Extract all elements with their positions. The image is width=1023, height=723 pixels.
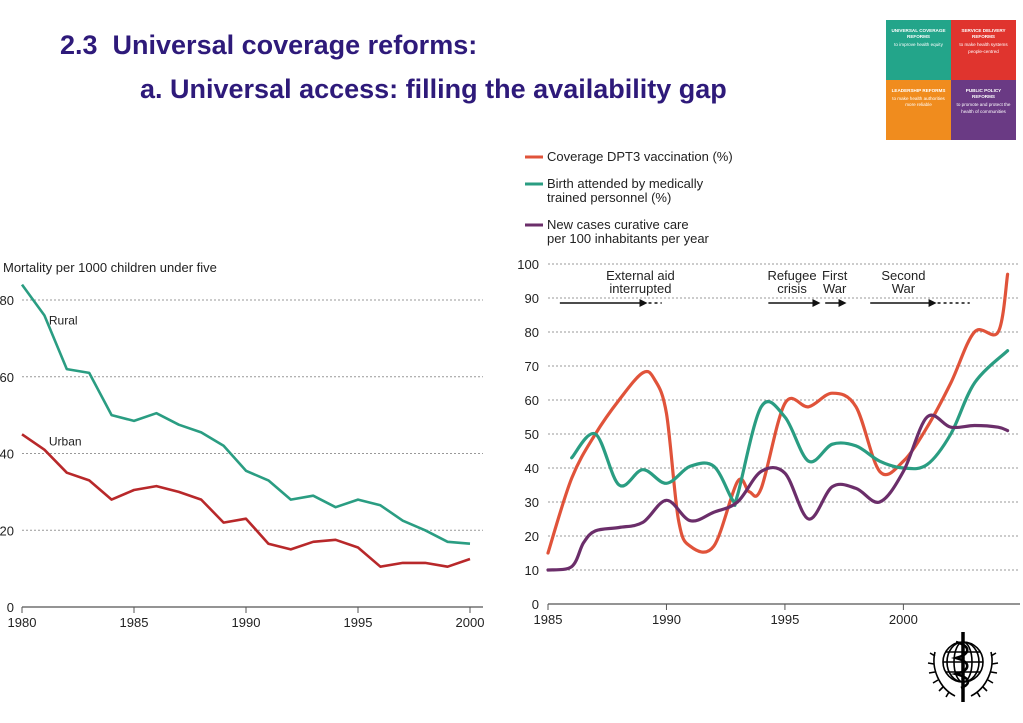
chart-title: Mortality per 1000 children under five bbox=[3, 260, 217, 275]
series-line-rural bbox=[20, 283, 471, 545]
x-tick-label: 1990 bbox=[232, 615, 261, 630]
x-tick-label: 1990 bbox=[652, 612, 681, 627]
annotation-arrow-head bbox=[838, 299, 847, 307]
dpt3-coverage-line bbox=[546, 272, 1010, 555]
legend-label: trained personnel (%) bbox=[547, 190, 671, 205]
annotation-arrow-head bbox=[812, 299, 821, 307]
logo-piece-caption: to improve health equity bbox=[894, 42, 943, 48]
y-tick-label: 80 bbox=[0, 293, 14, 308]
series-line-urban bbox=[21, 433, 471, 569]
x-tick-label: 2000 bbox=[889, 612, 918, 627]
x-tick-label: 1980 bbox=[8, 615, 37, 630]
curative-care-line bbox=[546, 413, 1010, 572]
y-tick-label: 30 bbox=[525, 495, 539, 510]
slide-title-line1: 2.3 Universal coverage reforms: bbox=[60, 30, 478, 60]
who-emblem-icon bbox=[927, 632, 999, 702]
y-tick-label: 70 bbox=[525, 359, 539, 374]
logo-piece-caption: to promote and protect the health of com… bbox=[956, 102, 1011, 114]
logo-piece-leadership: LEADERSHIP REFORMS to make health author… bbox=[886, 80, 951, 140]
y-tick-label: 50 bbox=[525, 427, 539, 442]
annotation-label: First bbox=[822, 268, 848, 283]
annotation-label: Refugee bbox=[767, 268, 816, 283]
logo-piece-universal-coverage: UNIVERSAL COVERAGE REFORMS to improve he… bbox=[886, 20, 951, 80]
y-tick-label: 40 bbox=[525, 461, 539, 476]
reform-puzzle-logo: UNIVERSAL COVERAGE REFORMS to improve he… bbox=[886, 20, 1017, 140]
y-tick-label: 0 bbox=[7, 600, 14, 615]
y-tick-label: 60 bbox=[0, 370, 14, 385]
y-tick-label: 100 bbox=[517, 257, 539, 272]
x-tick-label: 2000 bbox=[456, 615, 485, 630]
annotation-label: External aid bbox=[606, 268, 675, 283]
logo-piece-caption: to make health authorities more reliable bbox=[892, 96, 945, 108]
y-tick-label: 20 bbox=[0, 523, 14, 538]
logo-piece-heading: SERVICE DELIVERY REFORMS bbox=[961, 28, 1006, 40]
logo-piece-service-delivery: SERVICE DELIVERY REFORMS to make health … bbox=[951, 20, 1016, 80]
annotation-arrow-head bbox=[928, 299, 937, 307]
logo-piece-heading: LEADERSHIP REFORMS bbox=[891, 88, 946, 93]
series-label-rural: Rural bbox=[49, 313, 78, 327]
x-tick-label: 1995 bbox=[344, 615, 373, 630]
y-tick-label: 10 bbox=[525, 563, 539, 578]
annotation-label: interrupted bbox=[609, 281, 671, 296]
logo-piece-heading: PUBLIC POLICY REFORMS bbox=[965, 88, 1002, 100]
legend-label: per 100 inhabitants per year bbox=[547, 231, 710, 246]
annotation-label: crisis bbox=[777, 281, 807, 296]
legend-label: Coverage DPT3 vaccination (%) bbox=[547, 149, 733, 164]
logo-piece-public-policy: PUBLIC POLICY REFORMS to promote and pro… bbox=[951, 80, 1016, 140]
x-tick-label: 1985 bbox=[534, 612, 563, 627]
slide-title-line2: a. Universal access: filling the availab… bbox=[140, 74, 727, 104]
x-tick-label: 1985 bbox=[120, 615, 149, 630]
birth-attended-line bbox=[570, 349, 1010, 507]
health-coverage-chart: Coverage DPT3 vaccination (%) Birth atten… bbox=[517, 149, 1020, 627]
y-tick-label: 20 bbox=[525, 529, 539, 544]
legend-label: Birth attended by medically bbox=[547, 176, 704, 191]
mortality-chart: Mortality per 1000 children under five 0 2… bbox=[0, 260, 485, 630]
y-tick-label: 90 bbox=[525, 291, 539, 306]
annotation-arrow-head bbox=[639, 299, 648, 307]
series-label-urban: Urban bbox=[49, 435, 82, 449]
y-tick-label: 80 bbox=[525, 325, 539, 340]
annotation-label: War bbox=[892, 281, 916, 296]
y-tick-label: 40 bbox=[0, 447, 14, 462]
logo-piece-heading: UNIVERSAL COVERAGE REFORMS bbox=[891, 28, 946, 40]
annotation-label: Second bbox=[881, 268, 925, 283]
annotation-label: War bbox=[823, 281, 847, 296]
legend-label: New cases curative care bbox=[547, 217, 689, 232]
x-tick-label: 1995 bbox=[770, 612, 799, 627]
logo-piece-caption: to make health systems people-centred bbox=[959, 42, 1008, 54]
y-tick-label: 60 bbox=[525, 393, 539, 408]
y-tick-label: 0 bbox=[532, 597, 539, 612]
